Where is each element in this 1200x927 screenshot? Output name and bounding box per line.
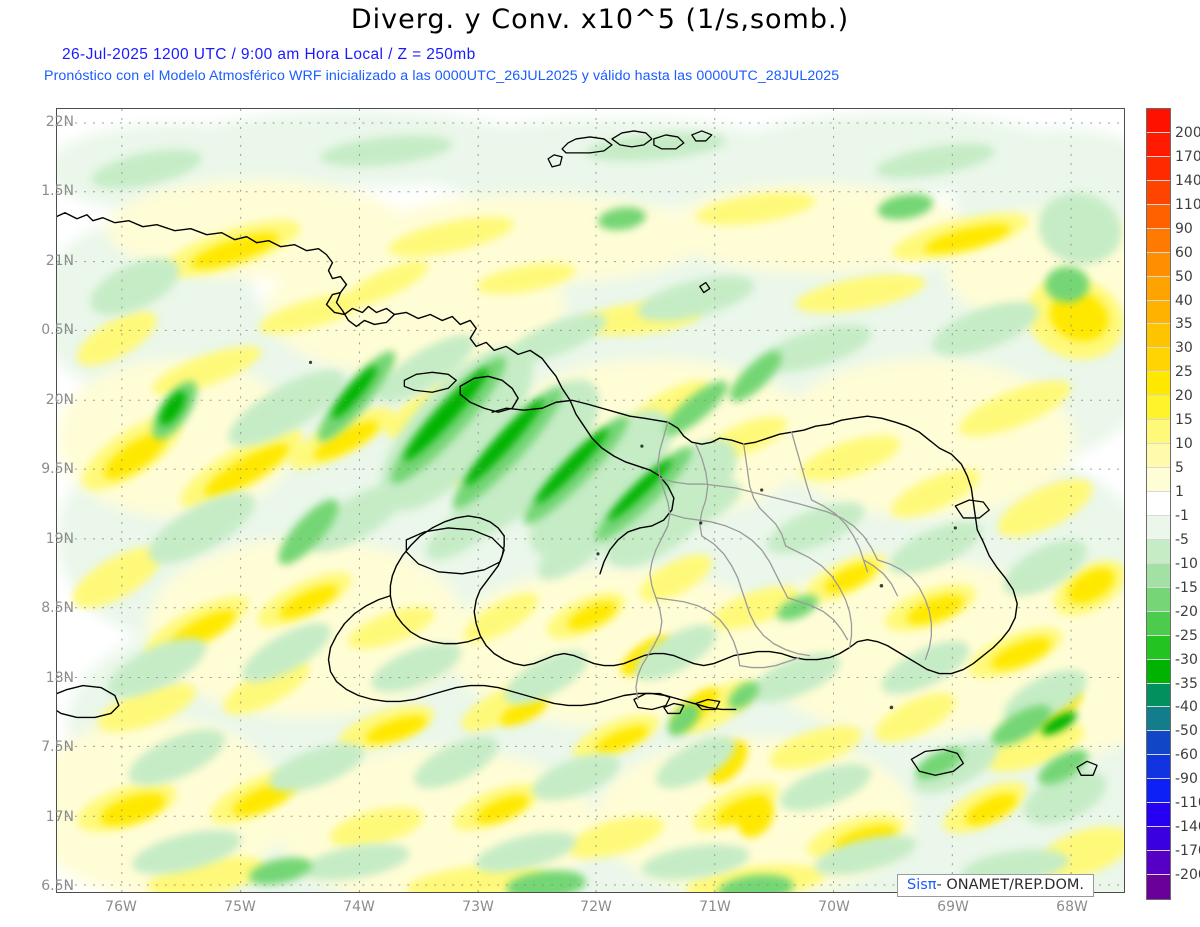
colorbar-tick-label: 35 bbox=[1175, 316, 1193, 333]
colorbar-tick-label: 170 bbox=[1175, 148, 1200, 165]
attribution-badge: Sisπ- ONAMET/REP.DOM. bbox=[897, 874, 1094, 897]
colorbar-band bbox=[1147, 348, 1170, 373]
colorbar-band bbox=[1147, 396, 1170, 421]
colorbar-band bbox=[1147, 468, 1170, 492]
x-tick-label: 70W bbox=[818, 899, 850, 915]
colorbar-tick-label: 90 bbox=[1175, 220, 1193, 237]
colorbar-tick-label: 200 bbox=[1175, 124, 1200, 141]
colorbar-band bbox=[1147, 300, 1170, 325]
x-tick-label: 75W bbox=[224, 899, 256, 915]
colorbar-band bbox=[1147, 635, 1170, 660]
map-plot-area[interactable] bbox=[56, 108, 1125, 893]
colorbar-tick-label: 15 bbox=[1175, 412, 1193, 429]
colorbar-band bbox=[1147, 683, 1170, 708]
colorbar-band bbox=[1147, 587, 1170, 612]
colorbar-tick-label: 140 bbox=[1175, 172, 1200, 189]
colorbar-band bbox=[1147, 731, 1170, 756]
colorbar-band bbox=[1147, 611, 1170, 636]
colorbar-band bbox=[1147, 563, 1170, 588]
colorbar-band bbox=[1147, 324, 1170, 349]
x-tick-label: 72W bbox=[580, 899, 612, 915]
colorbar bbox=[1146, 108, 1171, 900]
colorbar-band bbox=[1147, 372, 1170, 397]
colorbar-band bbox=[1147, 180, 1170, 205]
colorbar-tick-label: 25 bbox=[1175, 364, 1193, 381]
colorbar-tick-label: -140 bbox=[1175, 819, 1200, 836]
colorbar-band bbox=[1147, 659, 1170, 684]
colorbar-tick-label: -50 bbox=[1175, 723, 1198, 740]
colorbar-tick-label: 60 bbox=[1175, 244, 1193, 261]
sispi-logo-text: Sisπ bbox=[907, 877, 937, 893]
colorbar-band bbox=[1147, 803, 1170, 828]
model-info-subtitle: Pronóstico con el Modelo Atmosférico WRF… bbox=[44, 68, 840, 84]
colorbar-tick-label: 50 bbox=[1175, 268, 1193, 285]
colorbar-band bbox=[1147, 707, 1170, 732]
colorbar-band bbox=[1147, 109, 1170, 133]
colorbar-tick-label: 30 bbox=[1175, 340, 1193, 357]
divergence-shading-layer bbox=[57, 109, 1124, 892]
colorbar-band bbox=[1147, 875, 1170, 899]
colorbar-tick-label: -90 bbox=[1175, 771, 1198, 788]
forecast-time-subtitle: 26-Jul-2025 1200 UTC / 9:00 am Hora Loca… bbox=[62, 46, 476, 63]
colorbar-band bbox=[1147, 779, 1170, 804]
colorbar-band bbox=[1147, 252, 1170, 277]
colorbar-tick-label: -40 bbox=[1175, 699, 1198, 716]
colorbar-tick-label: 1 bbox=[1175, 484, 1184, 501]
colorbar-band bbox=[1147, 827, 1170, 852]
colorbar-band bbox=[1147, 515, 1170, 540]
x-tick-label: 71W bbox=[699, 899, 731, 915]
colorbar-tick-label: 5 bbox=[1175, 460, 1184, 477]
colorbar-band bbox=[1147, 851, 1170, 875]
colorbar-tick-label: -110 bbox=[1175, 795, 1200, 812]
colorbar-band bbox=[1147, 276, 1170, 301]
colorbar-tick-label: -10 bbox=[1175, 555, 1198, 572]
colorbar-tick-label: -1 bbox=[1175, 507, 1189, 524]
colorbar-tick-label: -20 bbox=[1175, 603, 1198, 620]
colorbar-band bbox=[1147, 204, 1170, 229]
colorbar-tick-label: -60 bbox=[1175, 747, 1198, 764]
colorbar-band bbox=[1147, 492, 1170, 516]
colorbar-tick-labels: 200 170 140 110 90 60 50 40 35 30 25 20 15 10 5 1 -1 -5 -1… bbox=[1175, 108, 1200, 900]
colorbar-tick-label: -170 bbox=[1175, 843, 1200, 860]
x-tick-label: 74W bbox=[343, 899, 375, 915]
colorbar-band bbox=[1147, 755, 1170, 780]
colorbar-band bbox=[1147, 156, 1170, 181]
colorbar-tick-label: -15 bbox=[1175, 579, 1198, 596]
colorbar-tick-label: 110 bbox=[1175, 196, 1200, 213]
x-tick-label: 76W bbox=[105, 899, 137, 915]
x-tick-label: 68W bbox=[1056, 899, 1088, 915]
x-tick-label: 69W bbox=[937, 899, 969, 915]
colorbar-tick-label: -30 bbox=[1175, 651, 1198, 668]
colorbar-tick-label: 40 bbox=[1175, 292, 1193, 309]
agency-label: - ONAMET/REP.DOM. bbox=[936, 877, 1084, 893]
colorbar-tick-label: 20 bbox=[1175, 388, 1193, 405]
colorbar-tick-label: -25 bbox=[1175, 627, 1198, 644]
colorbar-tick-label: -35 bbox=[1175, 675, 1198, 692]
colorbar-band bbox=[1147, 420, 1170, 445]
colorbar-tick-label: -5 bbox=[1175, 531, 1189, 548]
colorbar-band bbox=[1147, 539, 1170, 564]
page-title: Diverg. y Conv. x10^5 (1/s,somb.) bbox=[350, 4, 850, 35]
colorbar-tick-label: 10 bbox=[1175, 436, 1193, 453]
colorbar-band bbox=[1147, 228, 1170, 253]
colorbar-band bbox=[1147, 444, 1170, 469]
colorbar-band bbox=[1147, 132, 1170, 157]
colorbar-tick-label: -200 bbox=[1175, 867, 1200, 884]
x-tick-label: 73W bbox=[462, 899, 494, 915]
